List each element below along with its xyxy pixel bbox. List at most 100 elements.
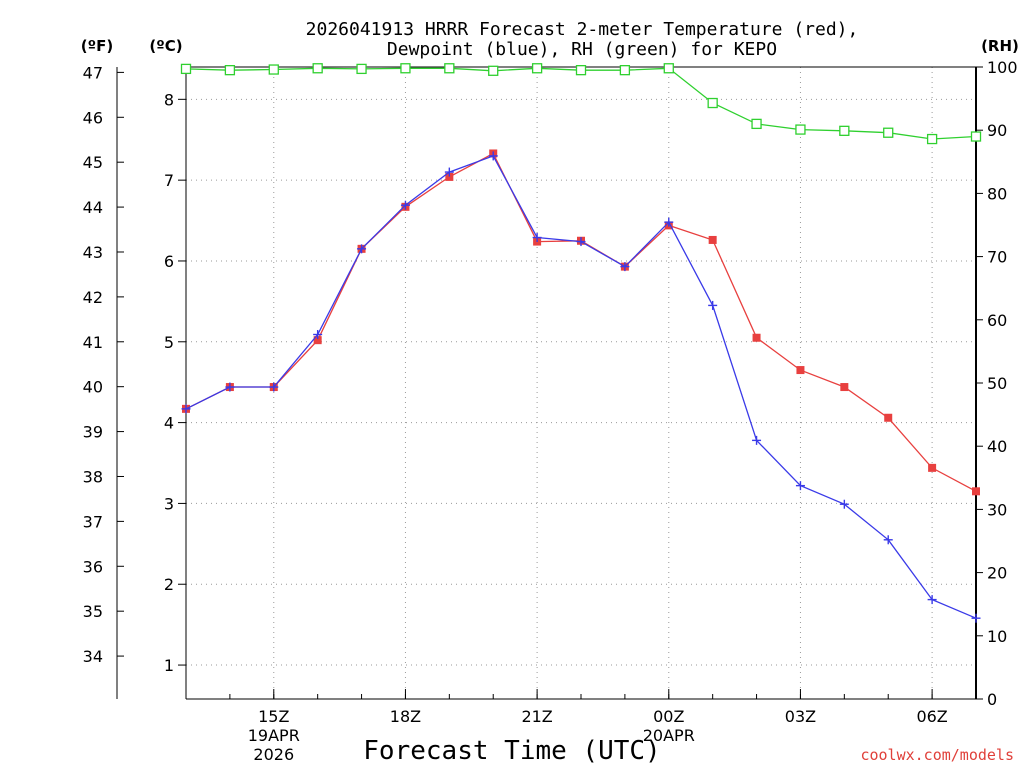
temperature-point	[884, 413, 893, 422]
temperature-point	[972, 487, 980, 496]
fahrenheit-tick-label: 47	[83, 63, 103, 82]
celsius-tick-label: 8	[164, 90, 174, 109]
rh-point	[356, 63, 367, 75]
credit-text: coolwx.com/models	[860, 746, 1014, 764]
x-tick-label: 06Z	[916, 707, 947, 726]
fahrenheit-tick-label: 36	[83, 557, 103, 576]
fahrenheit-tick-label: 45	[83, 153, 103, 172]
dewpoint-point	[269, 382, 279, 392]
fahrenheit-tick-label: 42	[83, 288, 103, 307]
rh-tick-label: 20	[987, 564, 1007, 583]
rh-point	[883, 127, 894, 138]
dewpoint-point	[708, 300, 718, 310]
rh-tick-label: 60	[987, 311, 1007, 330]
fahrenheit-tick-label: 35	[83, 602, 103, 621]
dewpoint-point	[532, 233, 542, 243]
rh-point	[224, 65, 236, 76]
rh-point	[663, 63, 674, 74]
celsius-tick-label: 4	[164, 414, 174, 433]
fahrenheit-tick-label: 46	[83, 108, 103, 127]
dewpoint-point	[444, 167, 454, 177]
rh-point	[926, 133, 938, 145]
celsius-tick-label: 5	[164, 333, 174, 352]
rh-point	[575, 65, 587, 76]
x-tick-date-label: 19APR	[248, 726, 300, 745]
rh-tick-label: 50	[987, 374, 1007, 393]
fahrenheit-tick-label: 39	[83, 423, 103, 442]
rh-point	[312, 63, 323, 74]
x-tick-label: 00Z	[653, 707, 684, 726]
fahrenheit-tick-label: 38	[83, 467, 103, 486]
dewpoint-point	[839, 499, 849, 509]
rh-point	[619, 65, 631, 76]
rh-point	[531, 63, 543, 74]
dewpoint-point	[313, 330, 323, 340]
fahrenheit-tick-label: 40	[83, 378, 103, 397]
temperature-point	[445, 172, 454, 181]
fahrenheit-tick-label: 44	[83, 198, 103, 217]
rh-tick-label: 30	[987, 500, 1007, 519]
dewpoint-point	[927, 595, 937, 605]
dewpoint-point	[357, 244, 367, 254]
dewpoint-point	[620, 262, 630, 272]
dewpoint-point	[883, 535, 893, 545]
dewpoint-point	[225, 382, 235, 392]
x-tick-label: 18Z	[390, 707, 421, 726]
temperature-point	[708, 235, 717, 244]
temperature-point	[928, 463, 937, 472]
grid-lines	[186, 67, 976, 699]
fahrenheit-tick-label: 34	[83, 647, 103, 666]
rh-point	[268, 64, 279, 75]
rh-point	[795, 124, 806, 135]
rh-tick-label: 10	[987, 627, 1007, 646]
x-tick-label: 21Z	[521, 707, 552, 726]
dewpoint-point	[664, 217, 674, 227]
x-tick-year-label: 2026	[253, 745, 294, 764]
rh-tick-label: 80	[987, 184, 1007, 203]
rh-point	[751, 118, 762, 130]
chart-title-line2: Dewpoint (blue), RH (green) for KEPO	[387, 39, 777, 60]
dewpoint-point	[400, 200, 410, 210]
celsius-tick-label: 3	[164, 494, 174, 513]
fahrenheit-tick-label: 43	[83, 243, 103, 262]
chart-title-line1: 2026041913 HRRR Forecast 2-meter Tempera…	[306, 19, 859, 40]
dewpoint-point	[795, 481, 805, 491]
rh-tick-label: 100	[987, 58, 1018, 77]
rh-unit-label: (RH)	[981, 37, 1019, 55]
fahrenheit-unit-label: (ºF)	[81, 37, 113, 55]
temperature-point	[313, 336, 322, 345]
dewpoint-point	[181, 404, 191, 414]
data-series	[180, 63, 982, 623]
fahrenheit-tick-label: 41	[83, 333, 103, 352]
rh-tick-label: 0	[987, 690, 997, 709]
dewpoint-point	[752, 435, 762, 445]
celsius-tick-label: 7	[164, 171, 174, 190]
rh-point	[488, 65, 499, 76]
x-tick-label: 03Z	[785, 707, 816, 726]
rh-point	[400, 63, 411, 74]
dewpoint-point	[576, 237, 586, 247]
x-tick-label: 15Z	[258, 707, 289, 726]
rh-point	[839, 125, 850, 136]
dewpoint-point	[971, 613, 981, 623]
rh-tick-label: 40	[987, 437, 1007, 456]
celsius-tick-label: 1	[164, 656, 174, 675]
rh-point	[180, 63, 192, 75]
celsius-tick-label: 6	[164, 252, 174, 271]
celsius-tick-label: 2	[164, 575, 174, 594]
dewpoint-point	[488, 151, 498, 161]
temperature-point	[796, 366, 805, 375]
celsius-unit-label: (ºC)	[149, 37, 182, 55]
fahrenheit-tick-label: 37	[83, 512, 103, 531]
rh-point	[707, 97, 718, 109]
rh-tick-label: 70	[987, 248, 1007, 267]
temperature-point	[752, 333, 761, 342]
x-tick-date-label: 20APR	[643, 726, 695, 745]
rh-point	[970, 131, 982, 142]
rh-point	[444, 63, 455, 74]
x-axis-label: Forecast Time (UTC)	[363, 736, 660, 766]
temperature-point	[840, 383, 849, 392]
rh-tick-label: 90	[987, 121, 1007, 140]
